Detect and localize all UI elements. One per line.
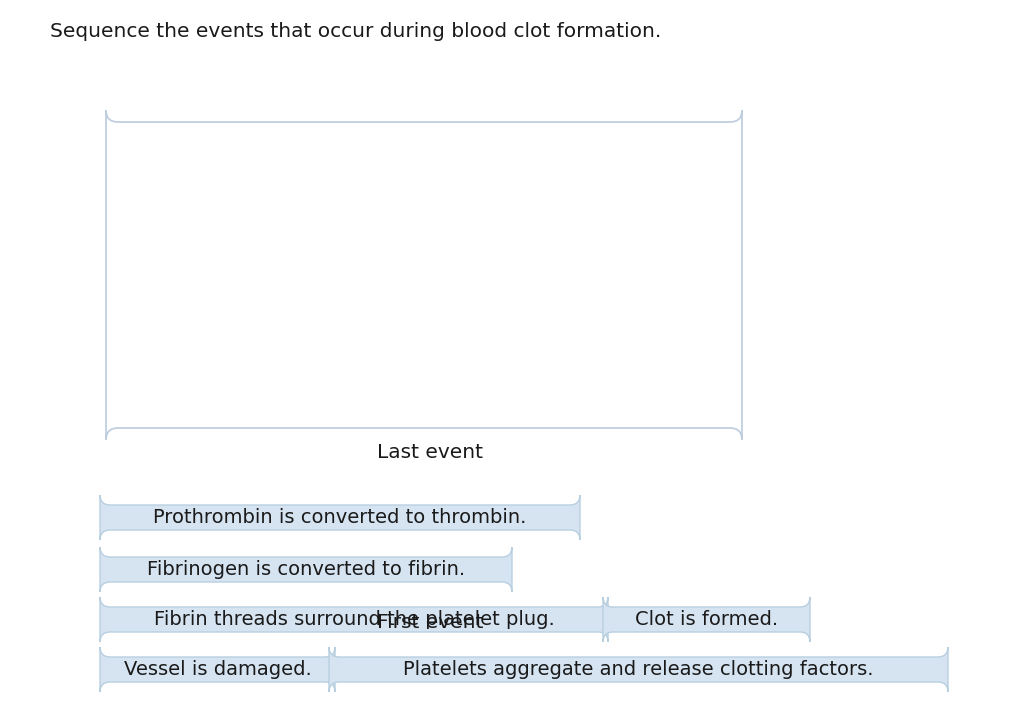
FancyBboxPatch shape — [603, 597, 810, 642]
FancyBboxPatch shape — [106, 110, 742, 440]
FancyBboxPatch shape — [329, 647, 948, 692]
FancyBboxPatch shape — [100, 495, 580, 540]
Text: Vessel is damaged.: Vessel is damaged. — [124, 660, 311, 679]
Text: Fibrinogen is converted to fibrin.: Fibrinogen is converted to fibrin. — [146, 560, 465, 579]
Text: Platelets aggregate and release clotting factors.: Platelets aggregate and release clotting… — [403, 660, 873, 679]
FancyBboxPatch shape — [100, 647, 335, 692]
Text: Prothrombin is converted to thrombin.: Prothrombin is converted to thrombin. — [154, 508, 526, 527]
Text: Last event: Last event — [377, 443, 483, 463]
Text: Clot is formed.: Clot is formed. — [635, 610, 778, 629]
FancyBboxPatch shape — [100, 547, 512, 592]
Text: First event: First event — [377, 613, 483, 632]
Text: Fibrin threads surround the platelet plug.: Fibrin threads surround the platelet plu… — [154, 610, 554, 629]
FancyBboxPatch shape — [100, 597, 608, 642]
Text: Sequence the events that occur during blood clot formation.: Sequence the events that occur during bl… — [50, 22, 662, 41]
